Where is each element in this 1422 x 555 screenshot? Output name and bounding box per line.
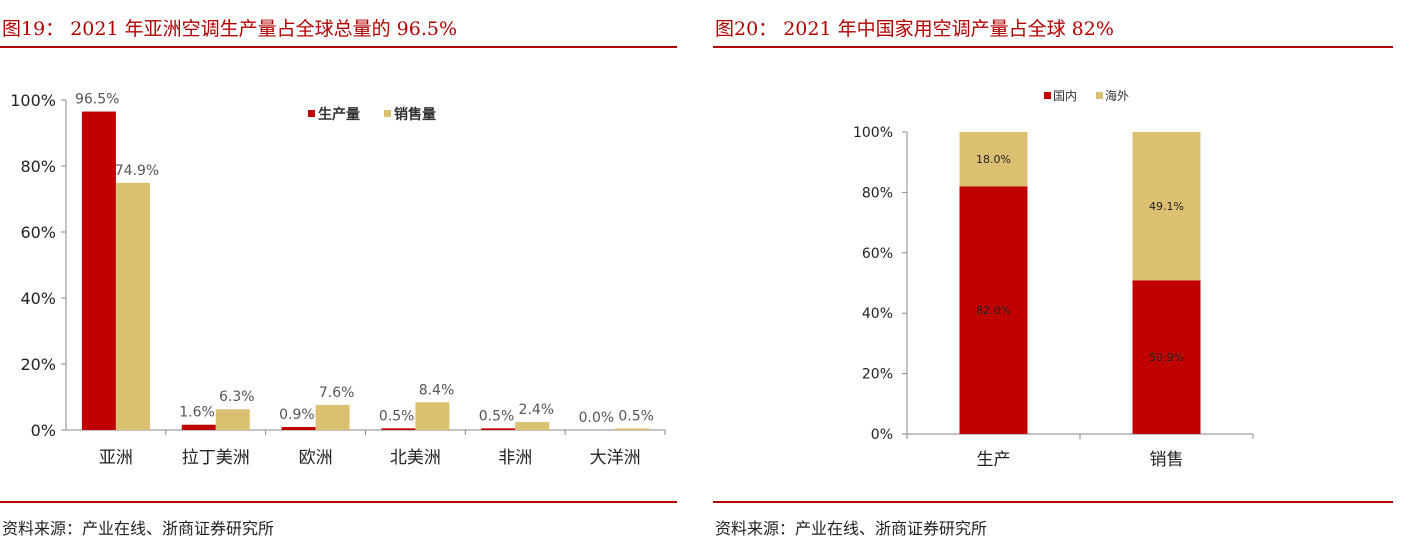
bar-segment-domestic: [959, 186, 1028, 434]
data-label: 1.6%: [179, 405, 215, 421]
figure-20-title: 图20： 2021 年中国家用空调产量占全球 82%: [715, 18, 1114, 40]
x-tick-label: 非洲: [498, 448, 532, 468]
bar-production: [381, 428, 416, 430]
data-label: 8.4%: [419, 382, 455, 398]
figure-20-source: 资料来源：产业在线、浙商证券研究所: [715, 519, 988, 538]
y-tick-label: 100%: [10, 91, 56, 110]
data-label: 0.5%: [479, 408, 515, 424]
bar-sales: [515, 422, 550, 430]
x-tick-label: 欧洲: [299, 448, 333, 468]
bar-sales: [415, 402, 450, 430]
y-tick-label: 60%: [20, 223, 56, 242]
x-tick-label: 亚洲: [99, 448, 133, 468]
legend-label: 销售量: [394, 106, 436, 123]
bar-segment-domestic: [1132, 280, 1201, 434]
y-tick-label: 100%: [853, 125, 893, 141]
legend-swatch: [1096, 92, 1103, 99]
x-tick-label: 大洋洲: [590, 448, 641, 468]
data-label: 96.5%: [75, 92, 119, 108]
y-tick-label: 20%: [20, 355, 56, 374]
figure-19-top-rule: [0, 46, 677, 48]
figure-19-bottom-rule: [0, 501, 677, 503]
figure-19-source: 资料来源：产业在线、浙商证券研究所: [2, 519, 275, 538]
legend-label: 海外: [1105, 88, 1129, 103]
y-tick-label: 60%: [862, 246, 893, 262]
bar-production: [481, 428, 516, 430]
bar-sales: [115, 182, 150, 430]
bar-production: [181, 424, 216, 430]
figure-20-chart: 0% 20% 40% 60% 80% 100% 生产 82.0% 18.0% 销售 50.9% 49.…: [853, 88, 1254, 470]
legend-swatch: [308, 110, 315, 117]
figure-20-panel: 图20： 2021 年中国家用空调产量占全球 82% 0% 20% 40% 60% 80…: [713, 0, 1393, 555]
y-tick-label: 20%: [862, 367, 893, 383]
x-tick-label: 生产: [977, 450, 1011, 470]
data-label: 74.9%: [115, 163, 159, 179]
x-tick-label: 拉丁美洲: [182, 448, 250, 468]
legend-label: 生产量: [318, 106, 360, 123]
y-tick-label: 80%: [20, 157, 56, 176]
y-tick-label: 40%: [20, 289, 56, 308]
data-label: 0.5%: [618, 408, 654, 424]
y-tick-label: 40%: [862, 306, 893, 322]
data-label: 82.0%: [976, 304, 1011, 317]
y-tick-label: 0%: [871, 427, 893, 443]
legend-label: 国内: [1053, 89, 1077, 103]
data-label: 0.9%: [279, 407, 315, 423]
y-tick-label: 80%: [862, 185, 893, 201]
data-label: 49.1%: [1149, 200, 1184, 213]
data-label: 0.5%: [379, 408, 415, 424]
y-tick-label: 0%: [31, 421, 56, 440]
data-label: 18.0%: [976, 153, 1011, 166]
bar-sales: [215, 409, 250, 430]
x-tick-label: 销售: [1150, 450, 1184, 470]
data-label: 7.6%: [319, 385, 355, 401]
figure-19-panel: 图19： 2021 年亚洲空调生产量占全球总量的 96.5% 0% 20% 40% 6…: [0, 0, 677, 555]
figure-20-top-rule: [713, 46, 1393, 48]
bar-segment-overseas: [959, 132, 1028, 187]
data-label: 0.0%: [579, 410, 615, 426]
legend-swatch: [384, 110, 391, 117]
bar-sales: [615, 428, 650, 430]
figure-20-bottom-rule: [713, 501, 1393, 503]
data-label: 50.9%: [1149, 351, 1184, 364]
data-label: 6.3%: [219, 389, 255, 405]
bar-production: [281, 427, 316, 430]
x-tick-label: 北美洲: [390, 448, 441, 468]
figure-19-chart: 0% 20% 40% 60% 80% 100% 亚洲 96.5% 74.9% 拉丁美洲 1.6%6.…: [10, 91, 666, 468]
bar-sales: [315, 404, 350, 430]
figure-19-title: 图19： 2021 年亚洲空调生产量占全球总量的 96.5%: [2, 18, 458, 40]
data-label: 2.4%: [519, 402, 555, 418]
bar-production: [81, 111, 116, 431]
bar-segment-overseas: [1132, 132, 1201, 281]
legend-swatch: [1044, 92, 1051, 99]
